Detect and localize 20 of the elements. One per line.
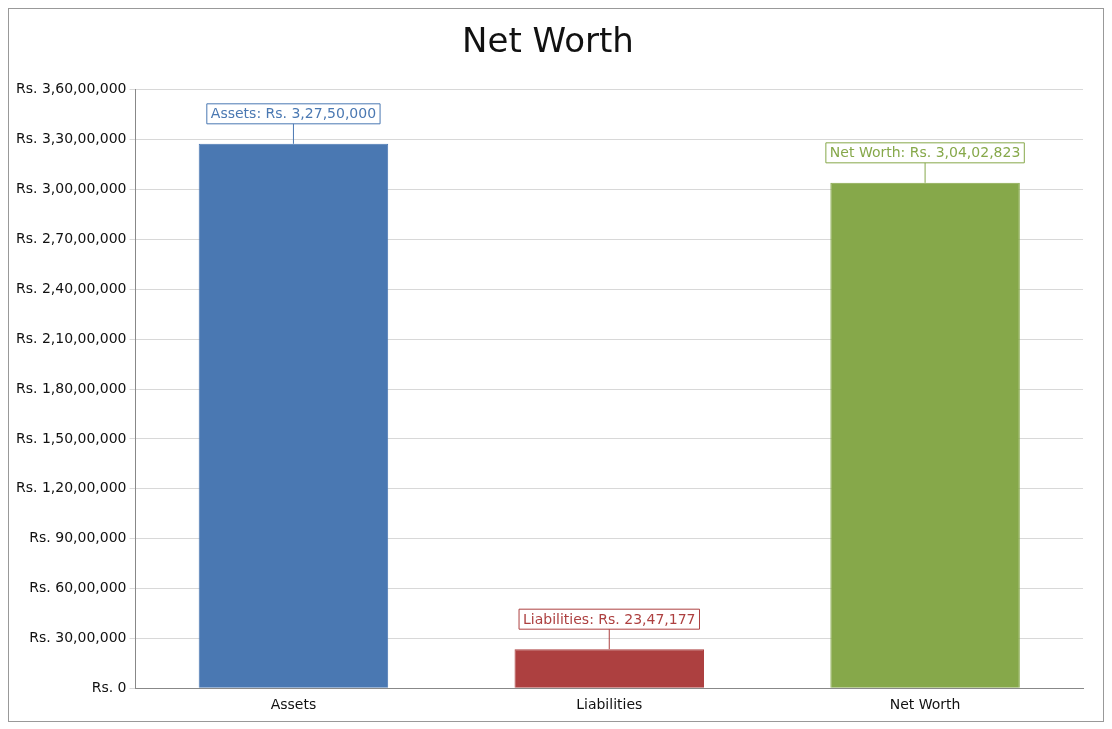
y-tick-label: Rs. 2,40,00,000 xyxy=(16,279,127,296)
y-tick-label: Rs. 1,50,00,000 xyxy=(16,429,127,446)
data-label: Assets: Rs. 3,27,50,000 xyxy=(210,105,377,122)
y-tick-label: Rs. 3,00,00,000 xyxy=(16,180,127,197)
y-tick-label: Rs. 30,00,000 xyxy=(29,628,127,645)
y-tick-label: Rs. 2,10,00,000 xyxy=(16,329,127,346)
data-label: Liabilities: Rs. 23,47,177 xyxy=(523,610,696,627)
x-tick-label: Net Worth xyxy=(889,696,961,713)
x-tick-label: Assets xyxy=(270,696,317,713)
data-label: Net Worth: Rs. 3,04,02,823 xyxy=(829,144,1021,161)
y-tick-label: Rs. 3,60,00,000 xyxy=(16,80,127,97)
y-tick-label: Rs. 1,20,00,000 xyxy=(16,479,127,496)
y-tick-label: Rs. 3,30,00,000 xyxy=(16,130,127,147)
y-tick-label: Rs. 0 xyxy=(91,678,127,695)
chart-title: Net Worth xyxy=(462,20,634,61)
y-tick-label: Rs. 2,70,00,000 xyxy=(16,230,127,247)
y-tick-label: Rs. 90,00,000 xyxy=(29,529,127,546)
y-tick-label: Rs. 60,00,000 xyxy=(29,579,127,596)
y-tick-label: Rs. 1,80,00,000 xyxy=(16,379,127,396)
x-tick-label: Liabilities xyxy=(576,696,643,713)
